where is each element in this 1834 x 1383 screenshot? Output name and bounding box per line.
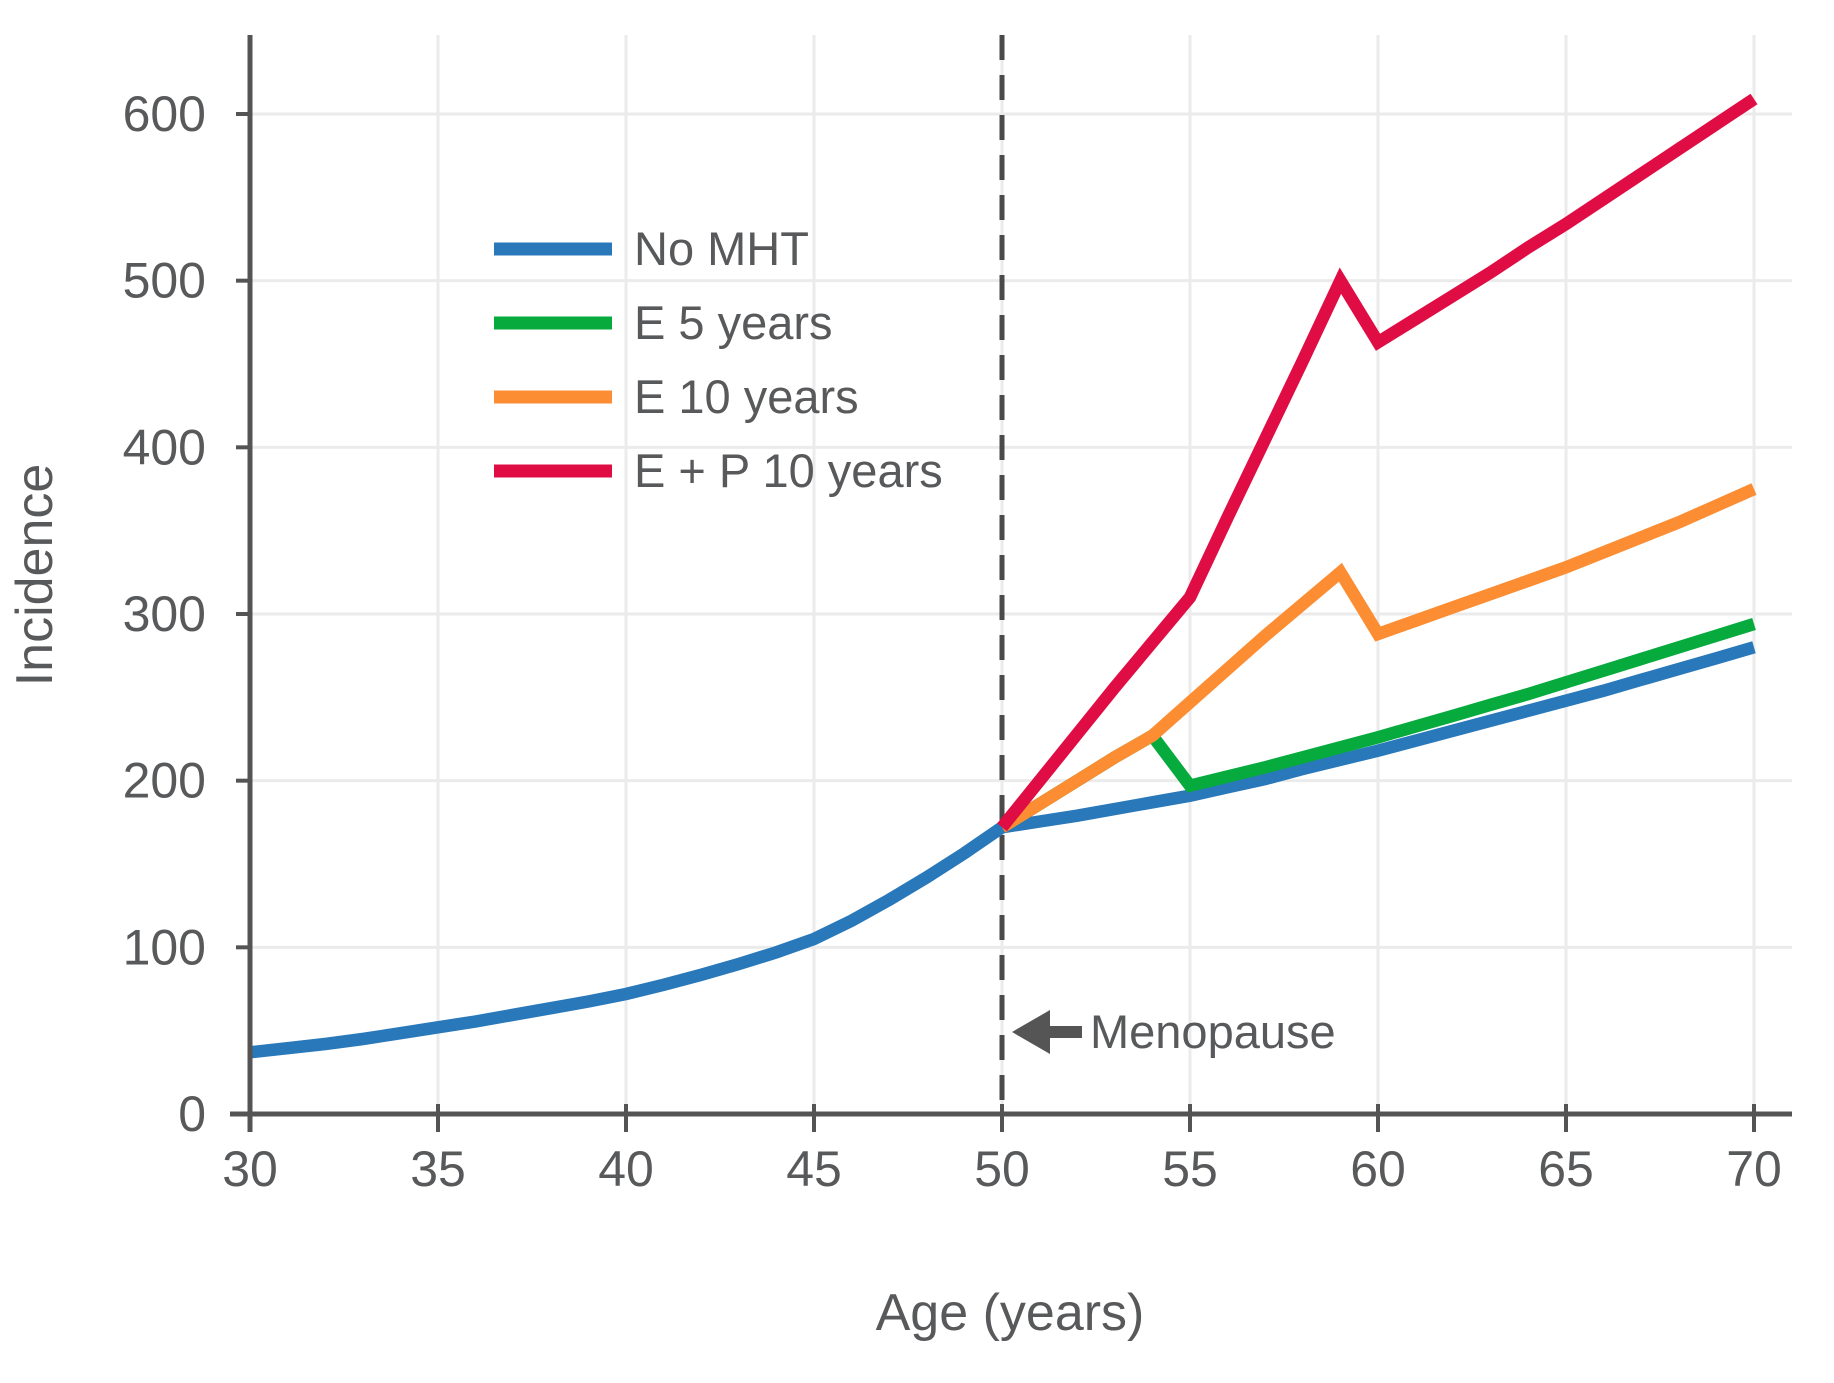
y-tick-label: 100 <box>123 919 206 975</box>
legend-item: E 5 years <box>494 296 833 349</box>
x-tick-label: 30 <box>222 1141 278 1197</box>
legend-item: E + P 10 years <box>494 444 943 497</box>
x-tick-label: 65 <box>1538 1141 1594 1197</box>
axis-ticks <box>236 112 1756 1132</box>
gridlines <box>250 35 1792 1114</box>
legend: No MHT E 5 years E 10 years E + P 10 years <box>494 222 943 497</box>
x-tick-label: 50 <box>974 1141 1030 1197</box>
x-tick-label: 70 <box>1726 1141 1782 1197</box>
left-arrow-shaft <box>1046 1026 1082 1038</box>
y-tick-label: 500 <box>123 253 206 309</box>
series-lines <box>249 93 1758 1059</box>
menopause-annotation: Menopause <box>1012 1005 1336 1058</box>
y-tick-label: 200 <box>123 753 206 809</box>
legend-item: E 10 years <box>494 370 859 423</box>
y-axis-title: Incidence <box>6 464 64 687</box>
menopause-label: Menopause <box>1090 1005 1336 1058</box>
y-tick-label: 600 <box>123 86 206 142</box>
x-tick-label: 40 <box>598 1141 654 1197</box>
x-tick-label: 55 <box>1162 1141 1218 1197</box>
legend-label: E 10 years <box>634 370 859 423</box>
y-tick-label: 0 <box>178 1086 206 1142</box>
y-tick-label: 300 <box>123 586 206 642</box>
legend-item: No MHT <box>494 222 809 275</box>
x-axis-title: Age (years) <box>876 1284 1145 1342</box>
left-arrow-icon <box>1012 1010 1050 1054</box>
legend-label: E + P 10 years <box>634 444 943 497</box>
x-tick-label: 45 <box>786 1141 842 1197</box>
legend-label: E 5 years <box>634 296 833 349</box>
series-line-e-10-years <box>998 483 1757 833</box>
y-tick-label: 400 <box>123 419 206 475</box>
x-tick-label: 35 <box>410 1141 466 1197</box>
series-line-e-p-10-years <box>997 93 1758 832</box>
legend-label: No MHT <box>634 222 809 275</box>
axis-tick-labels: 30 35 40 45 50 55 60 65 70 0 100 200 300 400 500 600 <box>123 86 1782 1197</box>
x-tick-label: 60 <box>1350 1141 1406 1197</box>
